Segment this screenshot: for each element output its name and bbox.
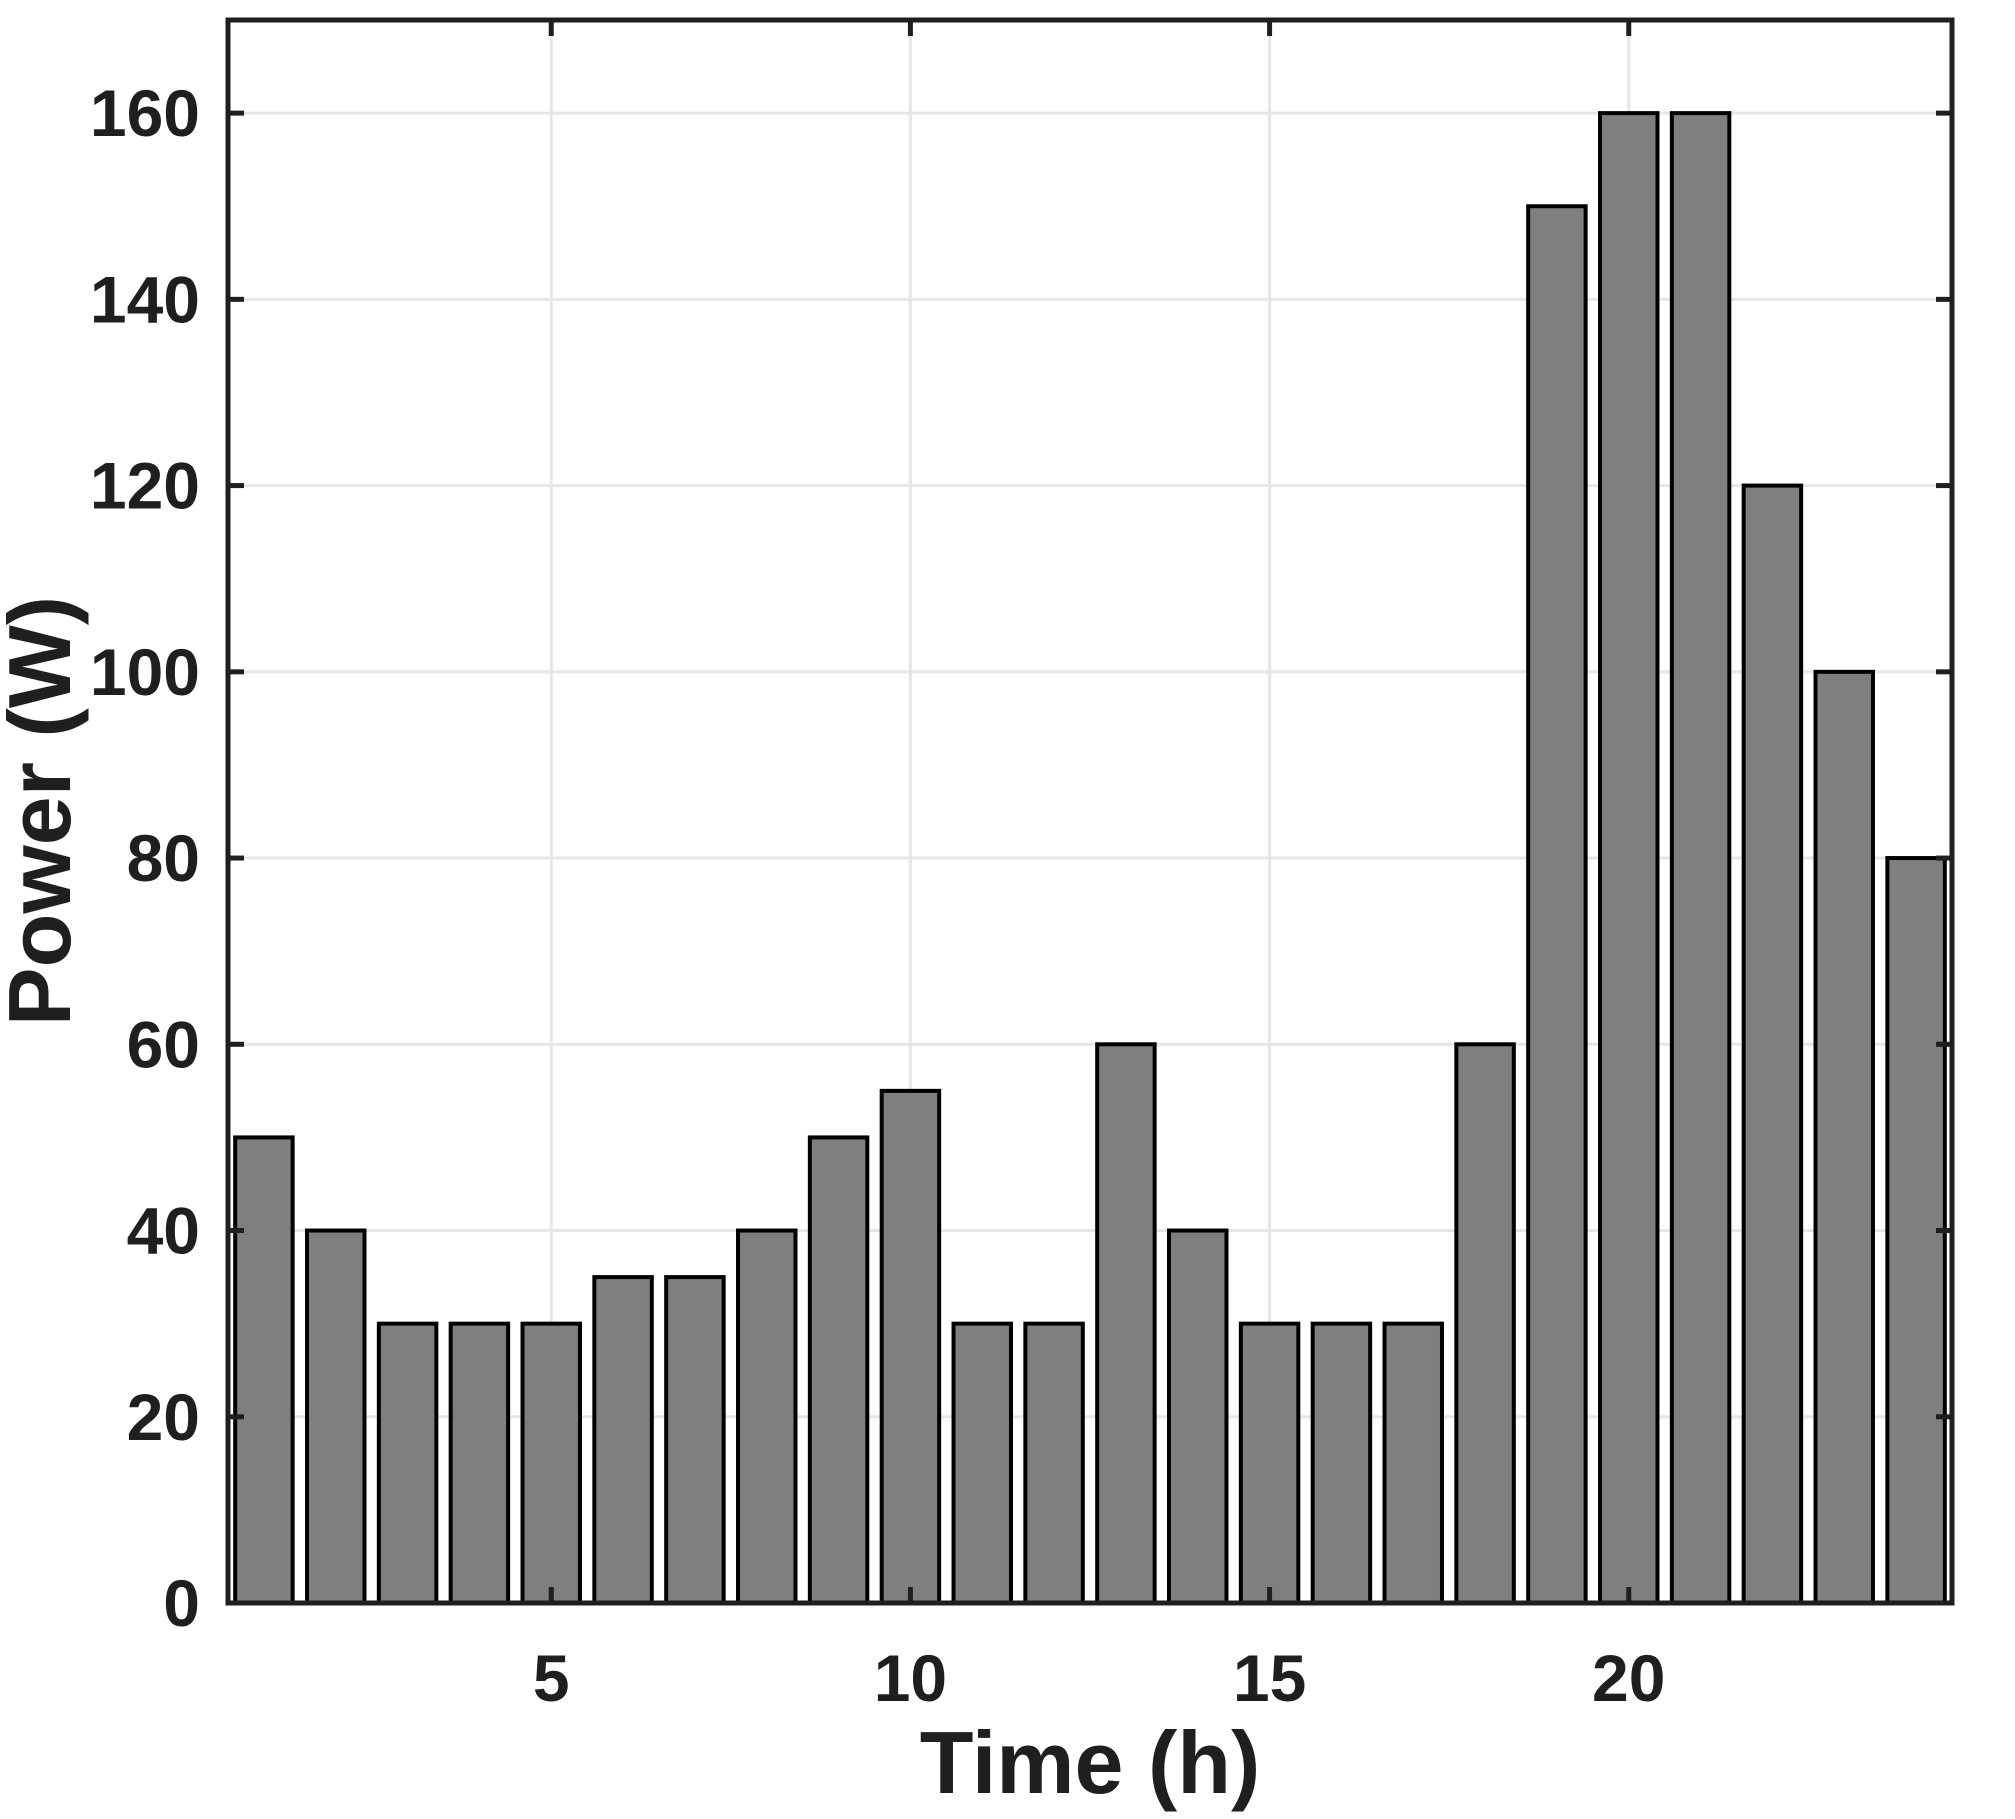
x-axis-label: Time (h) bbox=[920, 1713, 1261, 1812]
y-tick-label: 140 bbox=[90, 262, 200, 336]
bar bbox=[1167, 1228, 1229, 1605]
bar bbox=[1454, 1042, 1516, 1605]
bar bbox=[592, 1275, 654, 1606]
bar bbox=[305, 1228, 367, 1605]
bar bbox=[1741, 483, 1804, 1605]
bar bbox=[448, 1321, 511, 1606]
bar bbox=[1526, 204, 1588, 1605]
bar bbox=[1813, 669, 1875, 1605]
bar bbox=[520, 1321, 582, 1606]
bar bbox=[951, 1321, 1013, 1606]
bar bbox=[736, 1228, 798, 1605]
bar bbox=[1095, 1042, 1157, 1605]
bar bbox=[807, 1135, 870, 1605]
bar bbox=[1310, 1321, 1373, 1606]
y-tick-label: 20 bbox=[127, 1380, 200, 1454]
y-tick-label: 160 bbox=[90, 76, 200, 150]
y-tick-label: 100 bbox=[90, 635, 200, 709]
tick-marks bbox=[228, 20, 1952, 1606]
x-tick-label: 10 bbox=[874, 1641, 947, 1715]
bars bbox=[233, 111, 1947, 1606]
bar bbox=[233, 1135, 295, 1605]
bar bbox=[1382, 1321, 1444, 1606]
y-tick-label: 40 bbox=[127, 1194, 200, 1268]
y-tick-label: 0 bbox=[163, 1566, 200, 1640]
y-tick-label: 80 bbox=[127, 821, 200, 895]
tick-labels: 0 20 40 60 80 100 120 140 160 5 10 15 20 bbox=[90, 76, 1666, 1715]
y-tick-label: 60 bbox=[127, 1007, 200, 1081]
bar bbox=[1598, 111, 1660, 1605]
bar bbox=[1669, 111, 1732, 1605]
x-tick-label: 15 bbox=[1233, 1641, 1306, 1715]
y-axis-label: Power (W) bbox=[0, 596, 89, 1026]
plot-box bbox=[225, 17, 1955, 1606]
x-tick-label: 20 bbox=[1592, 1641, 1665, 1715]
bar bbox=[879, 1088, 942, 1605]
bar bbox=[1023, 1321, 1085, 1606]
bar bbox=[664, 1275, 726, 1606]
y-tick-label: 120 bbox=[90, 449, 200, 523]
axes-box bbox=[225, 17, 1955, 1606]
bar bbox=[1238, 1321, 1301, 1606]
bar bbox=[376, 1321, 439, 1606]
x-tick-label: 5 bbox=[533, 1641, 570, 1715]
